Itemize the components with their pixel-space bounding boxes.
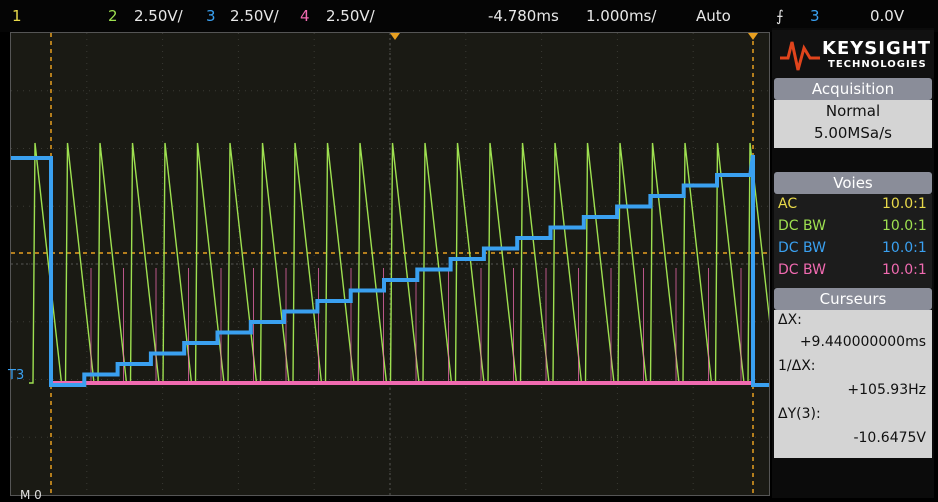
ch4-coupling: DC BW xyxy=(778,262,826,278)
ch2-label[interactable]: 2 xyxy=(108,7,118,25)
acquisition-header[interactable]: Acquisition xyxy=(774,78,932,100)
brand-sub: TECHNOLOGIES xyxy=(828,59,927,70)
ch1-coupling: AC xyxy=(778,196,798,212)
delay-readout[interactable]: -4.780ms xyxy=(488,7,559,25)
ch2-probe: 10.0:1 xyxy=(882,218,927,234)
ch4-probe: 10.0:1 xyxy=(882,262,927,278)
sample-rate: 5.00MSa/s xyxy=(814,124,892,142)
ground-marker-label: T xyxy=(8,368,16,383)
dx-value: +9.440000000ms xyxy=(799,334,926,350)
waveform-display[interactable] xyxy=(10,32,770,496)
curseurs-header[interactable]: Curseurs xyxy=(774,288,932,310)
keysight-wave-icon xyxy=(780,41,820,71)
brand-name: KEYSIGHT xyxy=(822,38,932,59)
ch2-coupling: DC BW xyxy=(778,218,826,234)
ch1-label[interactable]: 1 xyxy=(12,7,22,25)
delay-marker-icon xyxy=(390,33,400,40)
voies-header[interactable]: Voies xyxy=(774,172,932,194)
ch2-scale[interactable]: 2.50V/ xyxy=(134,7,183,25)
bottom-menu-label: M 0 xyxy=(20,488,42,502)
dx-label: ΔX: xyxy=(778,312,802,328)
ch3-coupling: DC BW xyxy=(778,240,826,256)
status-bar: 1 2 2.50V/ 3 2.50V/ 4 2.50V/ -4.780ms 1.… xyxy=(0,0,938,32)
dy-value: -10.6475V xyxy=(853,430,926,446)
ch1-probe: 10.0:1 xyxy=(882,196,927,212)
trigger-marker-icon xyxy=(748,33,758,40)
waveform-canvas xyxy=(11,33,769,495)
ch3-scale[interactable]: 2.50V/ xyxy=(230,7,279,25)
voies-panel[interactable]: AC 10.0:1 DC BW 10.0:1 DC BW 10.0:1 DC B… xyxy=(774,194,932,288)
inv-dx-value: +105.93Hz xyxy=(847,382,926,398)
ch3-probe: 10.0:1 xyxy=(882,240,927,256)
inv-dx-label: 1/ΔX: xyxy=(778,358,816,374)
ch2-trace xyxy=(29,142,769,384)
ch3-label[interactable]: 3 xyxy=(206,7,216,25)
ch4-scale[interactable]: 2.50V/ xyxy=(326,7,375,25)
trigger-level[interactable]: 0.0V xyxy=(870,7,905,25)
ch3-trace xyxy=(11,154,769,387)
sidebar: KEYSIGHT TECHNOLOGIES Acquisition Normal… xyxy=(772,28,934,498)
dy-label: ΔY(3): xyxy=(778,406,821,422)
trigger-edge-icon: ⨍ xyxy=(776,7,784,25)
ch3-ground-marker[interactable]: T3 xyxy=(8,368,24,383)
acquisition-panel[interactable]: Normal 5.00MSa/s xyxy=(774,100,932,148)
curseurs-panel[interactable]: ΔX: +9.440000000ms 1/ΔX: +105.93Hz ΔY(3)… xyxy=(774,310,932,458)
acquisition-mode: Normal xyxy=(825,102,881,120)
trigger-mode[interactable]: Auto xyxy=(696,7,731,25)
timebase-readout[interactable]: 1.000ms/ xyxy=(586,7,657,25)
keysight-logo: KEYSIGHT TECHNOLOGIES xyxy=(772,30,934,78)
ch4-label[interactable]: 4 xyxy=(300,7,310,25)
ch3-marker-label: 3 xyxy=(15,368,25,383)
trigger-source[interactable]: 3 xyxy=(810,7,820,25)
